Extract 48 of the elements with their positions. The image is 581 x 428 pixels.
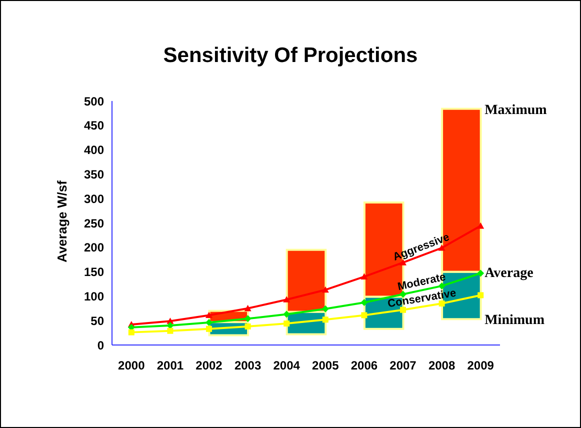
point xyxy=(322,316,328,323)
x-tick-label: 2007 xyxy=(390,358,417,373)
point xyxy=(400,306,406,313)
point xyxy=(206,312,212,318)
x-tick-label: 2006 xyxy=(350,358,378,373)
y-axis-title: Average W/sf xyxy=(54,180,70,264)
x-tick-label: 2003 xyxy=(234,358,262,373)
annotation: Maximum xyxy=(484,102,548,118)
point xyxy=(244,315,252,322)
point xyxy=(283,310,290,318)
y-tick-label: 100 xyxy=(84,289,104,304)
chart-title: Sensitivity Of Projections xyxy=(162,44,419,68)
y-tick-label: 450 xyxy=(84,118,104,133)
x-tick-label: 2005 xyxy=(312,358,340,373)
point xyxy=(244,304,252,312)
point xyxy=(361,312,368,318)
point xyxy=(206,319,212,326)
x-tick-label: 2004 xyxy=(273,358,300,373)
y-tick-label: 200 xyxy=(84,240,104,255)
y-tick-label: 250 xyxy=(84,216,104,230)
annotation: Minimum xyxy=(484,313,545,328)
y-tick-label: 150 xyxy=(84,265,104,280)
point xyxy=(360,299,368,306)
y-tick-label: 300 xyxy=(84,192,104,206)
x-tick-label: 2008 xyxy=(428,358,456,373)
x-tick-label: 2002 xyxy=(196,358,223,373)
x-tick-label: 2000 xyxy=(118,358,146,373)
point xyxy=(477,270,484,277)
point xyxy=(167,328,174,334)
y-tick-label: 0 xyxy=(97,338,104,352)
y-tick-label: 350 xyxy=(84,167,104,182)
point xyxy=(478,292,484,298)
x-tick-label: 2009 xyxy=(467,358,494,373)
y-tick-label: 500 xyxy=(84,94,104,108)
point xyxy=(284,320,290,327)
y-tick-label: 400 xyxy=(84,143,104,158)
point xyxy=(166,322,174,329)
point xyxy=(206,326,212,332)
point xyxy=(322,286,329,293)
point xyxy=(322,305,329,312)
y-tick-label: 50 xyxy=(90,314,104,328)
point xyxy=(283,296,290,302)
annotation: Average xyxy=(484,266,534,281)
x-tick-label: 2001 xyxy=(156,358,184,373)
point xyxy=(244,323,251,330)
point xyxy=(360,273,368,280)
point xyxy=(477,222,484,229)
point xyxy=(128,329,134,336)
